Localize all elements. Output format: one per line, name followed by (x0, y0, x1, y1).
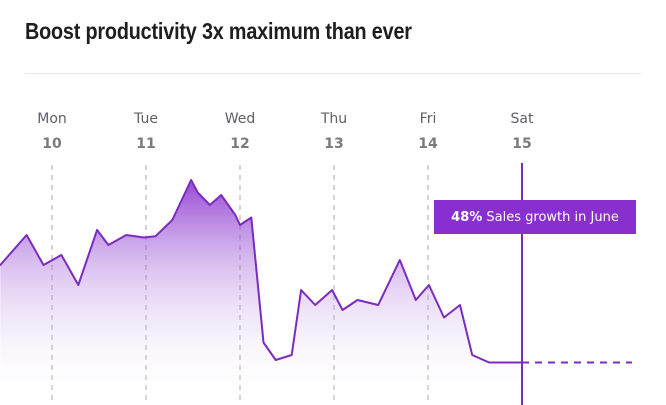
tick-day-fri: Fri (420, 111, 437, 127)
tick-date-12: 12 (230, 136, 249, 152)
callout-text: Sales growth in June (486, 209, 619, 225)
tick-date-15: 15 (512, 136, 531, 152)
tick-date-14: 14 (418, 136, 438, 152)
series-line (0, 179, 523, 364)
tick-day-mon: Mon (37, 111, 67, 127)
x-axis-ticks: Mon 10 Tue 11 Wed 12 Thu 13 Fri 14 Sat 15 (37, 111, 534, 152)
tick-day-tue: Tue (133, 111, 158, 127)
tick-day-thu: Thu (320, 111, 347, 127)
tick-date-11: 11 (136, 136, 155, 152)
title-divider (25, 73, 641, 74)
tick-day-wed: Wed (225, 111, 256, 127)
chart-title: Boost productivity 3x maximum than ever (25, 18, 412, 44)
callout-percent: 48% (451, 209, 483, 225)
tick-day-sat: Sat (511, 111, 534, 127)
tick-date-10: 10 (42, 136, 62, 152)
sales-growth-callout: 48% Sales growth in June (434, 200, 636, 234)
tick-date-13: 13 (324, 136, 343, 152)
area-layer (0, 179, 523, 405)
